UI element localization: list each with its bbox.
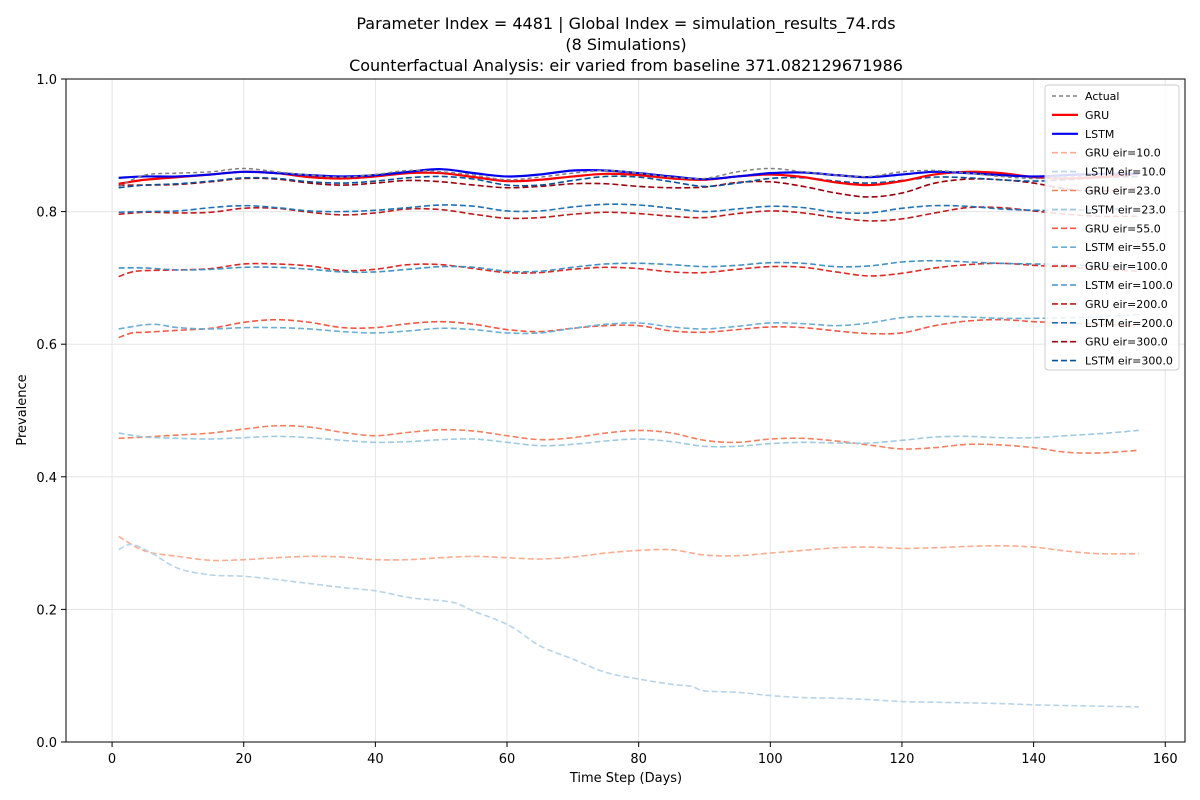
legend-label: Actual bbox=[1085, 90, 1119, 103]
legend-label: LSTM eir=200.0 bbox=[1085, 317, 1173, 330]
series-line-gru-eir-300-0 bbox=[118, 177, 1139, 198]
plot-area-frame bbox=[65, 78, 1186, 743]
x-tick-label: 80 bbox=[630, 752, 647, 767]
legend: Actual GRU LSTM GRU eir=10.0 LSTM eir=10.0 GR… bbox=[1044, 84, 1180, 371]
series-line-lstm-eir-23-0 bbox=[118, 429, 1139, 448]
series-line-lstm bbox=[118, 168, 1139, 181]
legend-label: GRU bbox=[1085, 109, 1109, 122]
series-line-lstm-eir-300-0 bbox=[118, 175, 1139, 189]
x-tick-label: 160 bbox=[1153, 752, 1178, 767]
x-tick-label: 100 bbox=[758, 752, 783, 767]
y-tick-label: 0.2 bbox=[36, 603, 57, 618]
legend-label: LSTM eir=10.0 bbox=[1085, 166, 1166, 179]
series-line-gru-eir-100-0 bbox=[118, 262, 1139, 278]
plot-series bbox=[118, 167, 1140, 708]
series-line-actual bbox=[118, 167, 1139, 188]
series-line-gru-eir-23-0 bbox=[118, 424, 1139, 454]
y-tick-label: 0.0 bbox=[36, 736, 57, 751]
legend-label: LSTM eir=300.0 bbox=[1085, 355, 1173, 368]
x-axis-label: Time Step (Days) bbox=[569, 771, 682, 786]
legend-label: GRU eir=300.0 bbox=[1085, 336, 1168, 349]
x-tick-label: 0 bbox=[108, 752, 116, 767]
chart-title: Parameter Index = 4481 | Global Index = … bbox=[349, 14, 903, 75]
legend-label: GRU eir=100.0 bbox=[1085, 260, 1168, 273]
series-line-lstm-eir-10-0 bbox=[118, 543, 1139, 708]
y-tick-label: 0.8 bbox=[36, 206, 57, 221]
grid bbox=[66, 78, 1185, 743]
legend-label: LSTM eir=55.0 bbox=[1085, 241, 1166, 254]
series-line-lstm-eir-100-0 bbox=[118, 259, 1139, 274]
y-tick-label: 1.0 bbox=[36, 73, 57, 88]
chart-title-line-1: Parameter Index = 4481 | Global Index = … bbox=[356, 14, 895, 34]
legend-label: LSTM bbox=[1085, 128, 1114, 141]
y-axis-label: Prevalence bbox=[15, 374, 30, 445]
series-line-lstm-eir-55-0 bbox=[118, 313, 1139, 335]
chart-title-line-3: Counterfactual Analysis: eir varied from… bbox=[349, 56, 903, 75]
x-tick-label: 20 bbox=[235, 752, 252, 767]
x-tick-label: 60 bbox=[499, 752, 516, 767]
x-tick-label: 140 bbox=[1021, 752, 1046, 767]
legend-box bbox=[1044, 84, 1180, 371]
x-axis-ticks: 0 20 40 60 80 100 120 140 160 bbox=[108, 742, 1178, 767]
series-line-gru-eir-55-0 bbox=[118, 318, 1139, 339]
legend-label: GRU eir=10.0 bbox=[1085, 147, 1161, 160]
legend-label: GRU eir=200.0 bbox=[1085, 298, 1168, 311]
legend-label: GRU eir=23.0 bbox=[1085, 185, 1161, 198]
legend-label: LSTM eir=23.0 bbox=[1085, 203, 1166, 216]
x-tick-label: 40 bbox=[367, 752, 384, 767]
x-tick-label: 120 bbox=[890, 752, 915, 767]
y-axis-ticks: 0.0 0.2 0.4 0.6 0.8 1.0 bbox=[36, 73, 66, 751]
series-line-gru-eir-10-0 bbox=[118, 535, 1139, 562]
y-tick-label: 0.4 bbox=[36, 471, 57, 486]
series-line-gru-eir-200-0 bbox=[118, 206, 1139, 222]
legend-label: LSTM eir=100.0 bbox=[1085, 279, 1173, 292]
series-line-lstm-eir-200-0 bbox=[118, 203, 1139, 215]
legend-label: GRU eir=55.0 bbox=[1085, 222, 1161, 235]
y-tick-label: 0.6 bbox=[36, 338, 57, 353]
chart-title-line-2: (8 Simulations) bbox=[565, 35, 686, 54]
